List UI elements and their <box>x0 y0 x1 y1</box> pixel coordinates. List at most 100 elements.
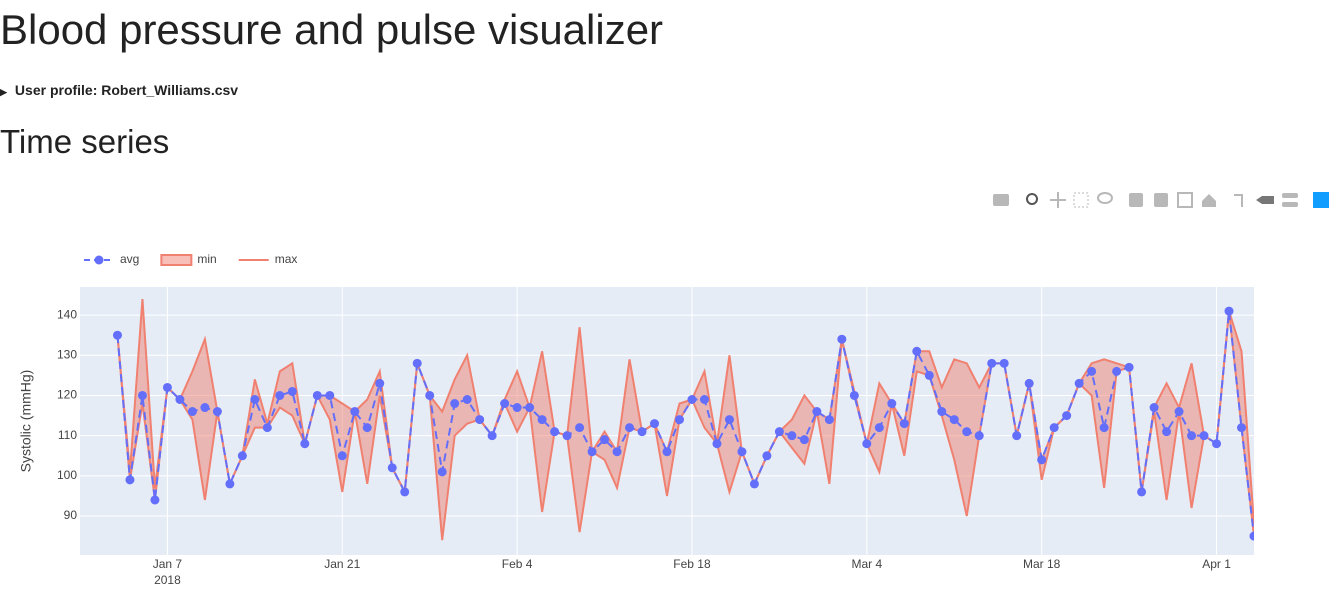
data-point <box>175 395 185 405</box>
zoom-in-button[interactable] <box>1129 193 1143 207</box>
data-point <box>1212 439 1222 449</box>
data-point <box>512 403 522 413</box>
data-point <box>187 407 197 417</box>
data-point <box>687 395 697 405</box>
data-point <box>200 403 210 413</box>
data-point <box>562 431 572 441</box>
data-point <box>912 346 922 356</box>
data-point <box>787 431 797 441</box>
data-point <box>475 415 485 425</box>
data-point <box>1024 378 1034 388</box>
data-point <box>212 407 222 417</box>
legend-item[interactable]: min <box>160 252 217 266</box>
section-title: Time series <box>0 123 170 160</box>
data-point <box>112 330 122 340</box>
data-point <box>1112 366 1122 376</box>
data-point <box>1099 423 1109 433</box>
data-point <box>937 407 947 417</box>
reset-button[interactable] <box>1202 194 1216 207</box>
data-point <box>887 399 897 409</box>
hover-closest-button[interactable] <box>1256 196 1274 204</box>
data-point <box>487 431 497 441</box>
data-point <box>1137 487 1147 497</box>
box-select-button[interactable] <box>1073 192 1089 208</box>
data-point <box>162 382 172 392</box>
data-point <box>387 463 397 473</box>
data-point <box>812 407 822 417</box>
data-point <box>225 479 235 489</box>
data-point <box>1187 431 1197 441</box>
data-point <box>762 451 772 461</box>
data-point <box>774 427 784 437</box>
data-point <box>1049 423 1059 433</box>
data-point <box>962 427 972 437</box>
plot-area <box>112 298 1254 541</box>
data-point <box>824 415 834 425</box>
page-title: Blood pressure and pulse visualizer <box>0 6 664 53</box>
data-point <box>537 415 547 425</box>
data-point <box>350 407 360 417</box>
y-tick-label: 100 <box>57 468 77 482</box>
data-point <box>650 419 660 429</box>
data-point <box>1062 411 1072 421</box>
data-point <box>1087 366 1097 376</box>
lasso-button[interactable] <box>1097 192 1113 204</box>
data-point <box>737 447 747 457</box>
plotly-logo[interactable] <box>1313 192 1329 208</box>
pan-button[interactable] <box>1050 192 1066 208</box>
legend-label: max <box>275 252 298 266</box>
data-point <box>1224 306 1234 316</box>
y-tick-label: 140 <box>57 307 77 321</box>
x-tick-label: Feb 4 <box>502 557 533 571</box>
x-tick-year: 2018 <box>154 573 181 587</box>
data-point <box>1249 531 1254 541</box>
data-point <box>300 439 310 449</box>
data-point <box>1012 431 1022 441</box>
data-point <box>949 415 959 425</box>
data-point <box>550 427 560 437</box>
data-point <box>337 451 347 461</box>
spike-button[interactable] <box>1234 194 1243 207</box>
data-point <box>874 423 884 433</box>
data-point <box>412 358 422 368</box>
autoscale-button[interactable] <box>1177 192 1193 208</box>
camera-button[interactable] <box>993 194 1009 206</box>
data-point <box>400 487 410 497</box>
data-point <box>637 427 647 437</box>
legend-item[interactable]: avg <box>84 252 139 266</box>
legend-item[interactable]: max <box>238 252 298 266</box>
data-point <box>699 395 709 405</box>
plot-background <box>80 287 1254 555</box>
x-tick-label: Mar 4 <box>851 557 882 571</box>
data-point <box>450 399 460 409</box>
data-point <box>837 334 847 344</box>
hover-compare-button[interactable] <box>1282 193 1298 198</box>
data-point <box>674 415 684 425</box>
data-point <box>1149 403 1159 413</box>
data-point <box>999 358 1009 368</box>
legend-swatch <box>160 254 193 266</box>
data-point <box>287 386 297 396</box>
zoom-button[interactable] <box>1026 193 1038 205</box>
hover-compare-button-2[interactable] <box>1282 202 1298 207</box>
data-point <box>1037 455 1047 465</box>
data-point <box>262 423 272 433</box>
data-point <box>237 451 247 461</box>
x-tick-label: Feb 18 <box>673 557 711 571</box>
modebar <box>993 192 1329 208</box>
profile-toggle[interactable]: ▶ User profile: Robert_Williams.csv <box>0 82 239 98</box>
range-band-fill <box>117 299 1254 541</box>
x-tick-label: Apr 1 <box>1202 557 1231 571</box>
data-point <box>575 423 585 433</box>
data-point <box>250 395 260 405</box>
y-tick-label: 130 <box>57 347 77 361</box>
data-point <box>437 467 447 477</box>
data-point <box>137 390 147 400</box>
profile-summary: User profile: Robert_Williams.csv <box>14 82 239 98</box>
data-point <box>625 423 635 433</box>
legend-label: avg <box>120 252 139 266</box>
data-point <box>987 358 997 368</box>
zoom-out-button[interactable] <box>1154 193 1168 207</box>
